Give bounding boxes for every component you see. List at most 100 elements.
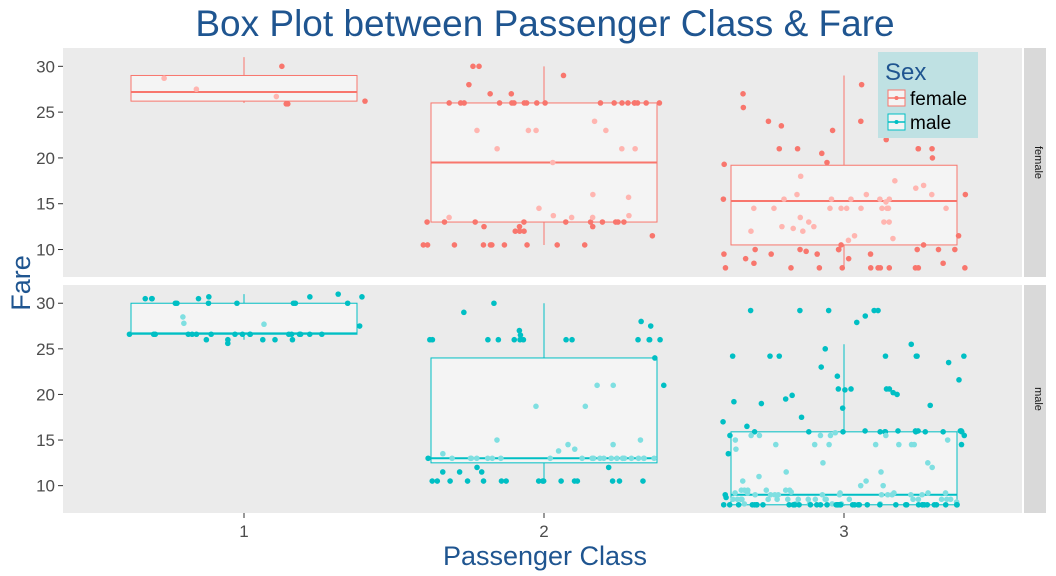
data-point	[851, 232, 858, 239]
x-tick-label: 2	[539, 522, 548, 541]
data-point	[574, 478, 581, 484]
data-point	[729, 353, 736, 359]
data-point	[610, 382, 617, 389]
data-point	[877, 429, 883, 435]
data-point	[778, 123, 785, 129]
data-point	[484, 455, 491, 462]
data-point	[893, 501, 899, 508]
data-point	[498, 455, 504, 462]
data-point	[621, 219, 627, 225]
data-point	[619, 145, 625, 152]
x-tick-label: 3	[839, 522, 848, 541]
data-point	[722, 265, 729, 271]
data-point	[774, 496, 780, 503]
data-point	[748, 432, 754, 439]
data-point	[938, 496, 945, 503]
data-point	[735, 501, 742, 508]
data-point	[628, 455, 635, 462]
data-point	[723, 494, 729, 501]
data-point	[751, 260, 757, 267]
data-point	[635, 455, 642, 462]
data-point	[558, 478, 564, 484]
legend-title: Sex	[885, 59, 926, 86]
data-point	[494, 145, 500, 152]
data-point	[884, 491, 891, 498]
data-point	[429, 478, 436, 484]
data-point	[919, 491, 925, 498]
data-point	[782, 487, 789, 494]
data-point	[853, 319, 860, 326]
data-point	[776, 145, 783, 152]
data-point	[473, 455, 480, 462]
data-point	[912, 265, 919, 271]
data-point	[862, 428, 868, 434]
data-point	[961, 353, 967, 359]
data-point	[744, 490, 751, 496]
data-point	[867, 251, 874, 257]
data-point	[912, 185, 919, 191]
data-point	[855, 501, 862, 508]
data-point	[733, 446, 739, 452]
data-point	[344, 300, 351, 307]
data-point	[811, 441, 818, 448]
data-point	[224, 340, 231, 347]
data-point	[605, 464, 612, 471]
data-point	[818, 364, 825, 370]
data-point	[511, 336, 518, 343]
data-point	[259, 336, 266, 343]
data-point	[878, 491, 885, 498]
data-point	[931, 501, 938, 508]
data-point	[540, 478, 547, 484]
data-point	[494, 437, 500, 443]
box-iqr	[130, 302, 358, 335]
data-point	[649, 232, 656, 239]
data-point	[877, 196, 883, 202]
data-point	[589, 214, 596, 221]
data-point	[491, 300, 497, 307]
data-point	[609, 478, 616, 484]
data-point	[727, 432, 733, 439]
data-point	[720, 419, 726, 425]
data-point	[840, 429, 846, 435]
data-point	[440, 450, 446, 457]
data-point	[945, 359, 952, 366]
data-point	[496, 100, 503, 106]
data-point	[517, 332, 524, 338]
data-point	[525, 127, 532, 134]
data-point	[827, 432, 834, 439]
box-female-class-2	[430, 66, 658, 245]
legend-label: male	[910, 113, 951, 134]
data-point	[879, 205, 885, 212]
data-point	[739, 478, 746, 484]
data-point	[877, 501, 883, 508]
data-point	[174, 300, 180, 307]
data-point	[730, 496, 736, 503]
data-point	[908, 491, 914, 498]
data-point	[922, 429, 929, 435]
data-point	[921, 501, 928, 508]
data-point	[656, 100, 663, 106]
data-point	[940, 429, 946, 435]
data-point	[790, 225, 797, 232]
data-point	[952, 246, 958, 253]
box-iqr	[730, 164, 958, 246]
data-point	[571, 446, 578, 452]
data-point	[427, 336, 433, 343]
data-point	[955, 232, 962, 239]
data-point	[597, 100, 604, 106]
data-point	[638, 318, 644, 325]
data-point	[319, 331, 325, 338]
data-point	[550, 212, 557, 219]
data-point	[563, 336, 569, 343]
data-point	[508, 91, 515, 97]
data-point	[625, 100, 631, 106]
data-point	[464, 478, 471, 484]
data-point	[744, 423, 750, 430]
data-point	[742, 255, 749, 262]
data-point	[837, 501, 844, 508]
data-point	[523, 100, 530, 106]
data-point	[818, 150, 825, 157]
data-point	[646, 336, 652, 343]
data-point	[797, 173, 804, 180]
x-tick-label: 1	[239, 522, 248, 541]
